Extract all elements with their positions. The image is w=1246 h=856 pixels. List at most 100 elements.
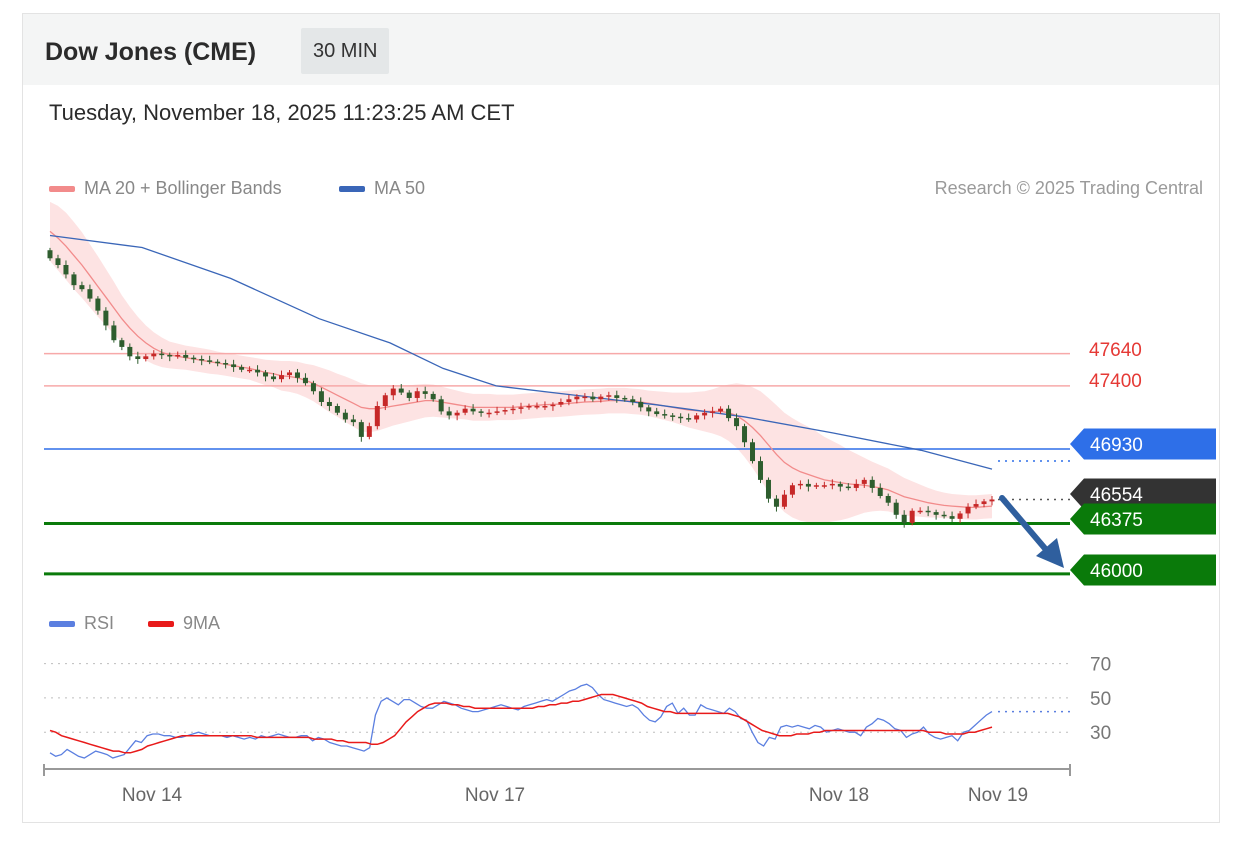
candle-body	[119, 340, 125, 347]
x-tick-label: Nov 18	[809, 785, 869, 806]
candle-body	[566, 399, 572, 402]
candle-body	[542, 406, 548, 408]
candle-body	[478, 411, 484, 413]
chart-header: Dow Jones (CME) 30 MIN	[23, 14, 1219, 85]
legend-rsi-ma: 9MA	[148, 613, 220, 634]
candle-body	[646, 407, 652, 412]
rsi-ma-line	[49, 693, 993, 754]
candle-body	[318, 391, 324, 402]
candle-body	[247, 369, 253, 372]
candle-body	[239, 367, 245, 370]
timeframe-badge[interactable]: 30 MIN	[301, 28, 390, 74]
candle-body	[550, 404, 556, 407]
candle-body	[151, 353, 157, 357]
candle-body	[350, 419, 356, 423]
candle-body	[302, 377, 308, 384]
candle-body	[191, 357, 197, 360]
ma50-line	[49, 234, 993, 470]
candle-body	[813, 485, 819, 487]
candle-body	[494, 411, 500, 413]
candle-body	[933, 512, 939, 515]
candle-body	[271, 376, 277, 380]
legend-rsi: RSI	[49, 613, 114, 634]
candle-body	[821, 485, 827, 487]
candle-body	[71, 274, 77, 286]
legend-rsi-label: RSI	[84, 613, 115, 633]
candle-body	[949, 516, 955, 519]
candle-body	[885, 495, 891, 503]
candle-body	[614, 395, 620, 398]
candle-body	[797, 483, 803, 486]
x-tick-label: Nov 14	[122, 785, 183, 806]
candle-body	[638, 401, 644, 408]
candle-body	[773, 498, 779, 507]
candle-body	[255, 369, 261, 373]
bollinger-band	[50, 201, 992, 523]
candle-body	[382, 395, 388, 407]
candle-body	[470, 408, 476, 412]
legend-ma20-label: MA 20 + Bollinger Bands	[84, 178, 282, 198]
level-tag-46000	[1070, 554, 1216, 586]
candle-body	[989, 499, 995, 502]
candle-body	[965, 506, 971, 514]
candle-body	[702, 412, 708, 416]
candle-body	[47, 250, 53, 259]
candle-body	[334, 406, 340, 413]
candle-body	[366, 426, 372, 437]
candle-body	[111, 325, 117, 341]
level-label-47400: 47400	[1089, 371, 1142, 392]
level-tag-label-46554: 46554	[1090, 485, 1143, 506]
candle-body	[718, 408, 724, 412]
forecast-arrow-shaft	[999, 495, 1051, 555]
candle-body	[558, 401, 564, 405]
candle-body	[917, 510, 923, 513]
candle-body	[167, 354, 173, 357]
candle-body	[143, 356, 149, 360]
candle-body	[694, 415, 700, 420]
level-label-47640: 47640	[1089, 340, 1142, 361]
candle-body	[263, 372, 269, 377]
candle-body	[55, 258, 61, 266]
candle-body	[326, 401, 332, 407]
candle-body	[590, 396, 596, 400]
candle-body	[175, 354, 181, 357]
candle-body	[342, 412, 348, 420]
legend-ma50-swatch	[339, 185, 365, 192]
instrument-title: Dow Jones (CME)	[45, 38, 257, 66]
legend-ma20-swatch	[49, 185, 75, 192]
candle-body	[662, 414, 668, 416]
research-credit: Research © 2025 Trading Central	[934, 178, 1203, 198]
candle-body	[973, 504, 979, 507]
candle-body	[159, 353, 165, 356]
candle-body	[279, 375, 285, 380]
candle-body	[941, 514, 947, 517]
datetime-label: Tuesday, November 18, 2025 11:23:25 AM C…	[49, 100, 515, 125]
candle-body	[390, 388, 396, 396]
candle-body	[757, 461, 763, 480]
candle-body	[534, 406, 540, 408]
candle-body	[103, 310, 109, 326]
legend-ma20-bb: MA 20 + Bollinger Bands	[49, 178, 282, 199]
candle-body	[294, 372, 300, 378]
candle-body	[87, 289, 93, 299]
candle-body	[582, 396, 588, 399]
candle-body	[127, 346, 133, 357]
candle-body	[486, 412, 492, 415]
candle-body	[526, 406, 532, 408]
candle-body	[869, 479, 875, 488]
chart-card: Dow Jones (CME) 30 MIN Tuesday, November…	[22, 13, 1220, 823]
candle-body	[430, 393, 436, 400]
candle-body	[462, 408, 468, 413]
candle-body	[893, 502, 899, 515]
candle-body	[829, 483, 835, 486]
level-tag-label-46930: 46930	[1090, 435, 1143, 456]
level-tag-46930	[1070, 428, 1216, 460]
candle-body	[789, 485, 795, 495]
candle-body	[670, 415, 676, 417]
candle-body	[454, 412, 460, 416]
candle-body	[742, 426, 748, 443]
legend-rsi-swatch	[49, 620, 75, 627]
forecast-arrow-head	[1036, 538, 1064, 568]
candle-body	[877, 487, 883, 496]
